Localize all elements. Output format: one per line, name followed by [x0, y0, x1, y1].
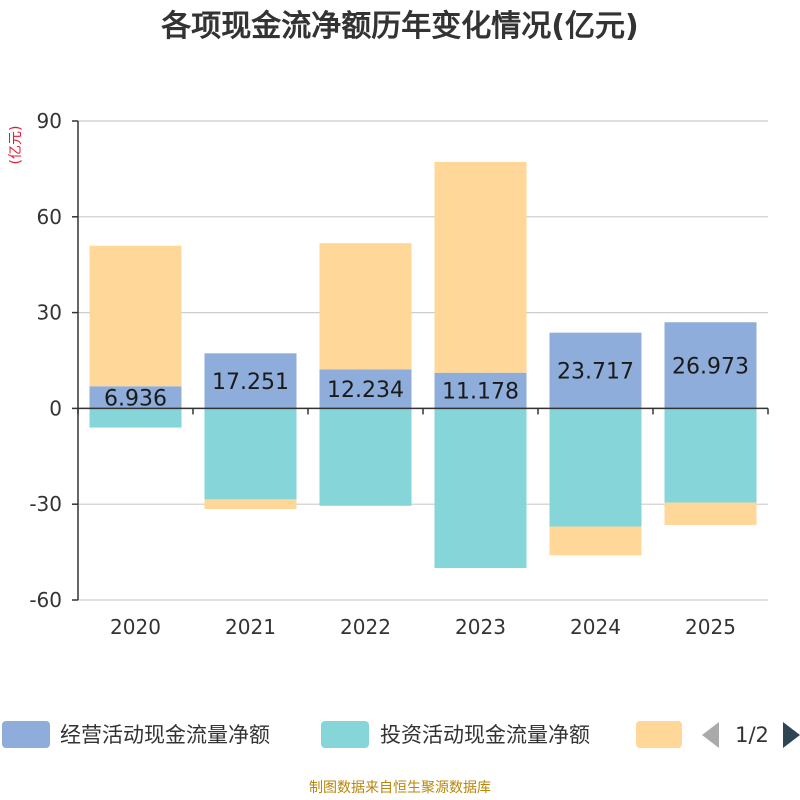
- x-tick-label: 2025: [685, 615, 736, 639]
- y-tick-label: -60: [29, 588, 62, 612]
- bar-investing-2023[interactable]: [434, 408, 527, 569]
- bar-operating-2022[interactable]: [319, 369, 412, 409]
- y-tick-labels: -60 -30 0 30 60 90: [29, 109, 62, 612]
- y-tick-label: 0: [49, 396, 62, 420]
- legend-label-operating: 经营活动现金流量净额: [60, 723, 270, 747]
- bar-investing-2020[interactable]: [89, 408, 182, 428]
- legend-item-investing[interactable]: 投资活动现金流量净额: [321, 721, 590, 748]
- y-tick-label: -30: [29, 492, 62, 516]
- x-tick-label: 2023: [455, 615, 506, 639]
- x-tick-labels: 2020 2021 2022 2023 2024 2025: [110, 615, 736, 639]
- legend-swatch-financing: [636, 721, 682, 748]
- legend-swatch-investing: [321, 721, 369, 748]
- data-label-operating: 17.251: [212, 370, 289, 395]
- data-labels: 6.936 17.251 12.234 11.178 23.717 26.973: [104, 354, 749, 411]
- legend-page-indicator: 1/2: [735, 723, 769, 747]
- x-tick-label: 2020: [110, 615, 161, 639]
- y-tick-label: 60: [37, 205, 62, 229]
- bar-financing-2022[interactable]: [319, 243, 412, 370]
- y-tick-label: 30: [37, 301, 62, 325]
- bar-investing-2024[interactable]: [549, 408, 642, 527]
- bar-financing-2024[interactable]: [549, 526, 642, 556]
- legend: 经营活动现金流量净额 投资活动现金流量净额 1/2: [2, 721, 800, 748]
- legend-next-page-icon[interactable]: [783, 722, 800, 748]
- data-label-operating: 23.717: [557, 360, 634, 385]
- bar-operating-2025[interactable]: [664, 322, 757, 409]
- bar-financing-2020[interactable]: [89, 245, 182, 387]
- bar-investing-2022[interactable]: [319, 408, 412, 506]
- data-label-operating: 26.973: [672, 354, 749, 379]
- data-label-operating: 6.936: [104, 386, 167, 411]
- x-tick-label: 2022: [340, 615, 391, 639]
- data-label-operating: 12.234: [327, 378, 404, 403]
- grid-lines: [78, 120, 768, 601]
- chart-title: 各项现金流净额历年变化情况(亿元): [160, 9, 638, 44]
- x-tick-label: 2021: [225, 615, 276, 639]
- bar-area: [89, 161, 757, 569]
- legend-item-financing[interactable]: [636, 721, 682, 748]
- y-axis-unit: (亿元): [8, 126, 24, 165]
- legend-item-operating[interactable]: 经营活动现金流量净额: [2, 721, 270, 748]
- bar-operating-2023[interactable]: [434, 372, 527, 409]
- bar-financing-2023[interactable]: [434, 161, 527, 373]
- bar-financing-2025[interactable]: [664, 502, 757, 525]
- bar-operating-2024[interactable]: [549, 332, 642, 409]
- bar-operating-2020[interactable]: [89, 386, 182, 409]
- data-label-operating: 11.178: [442, 380, 519, 405]
- source-note: 制图数据来自恒生聚源数据库: [309, 780, 491, 796]
- bar-investing-2021[interactable]: [204, 408, 297, 500]
- legend-prev-page-icon[interactable]: [702, 722, 719, 748]
- x-tick-label: 2024: [570, 615, 621, 639]
- legend-label-investing: 投资活动现金流量净额: [380, 723, 590, 747]
- axes: [72, 120, 769, 601]
- bar-financing-2021[interactable]: [204, 499, 297, 509]
- bar-investing-2025[interactable]: [664, 408, 757, 503]
- bar-operating-2021[interactable]: [204, 353, 297, 409]
- legend-swatch-operating: [2, 721, 50, 748]
- y-tick-label: 90: [37, 109, 62, 133]
